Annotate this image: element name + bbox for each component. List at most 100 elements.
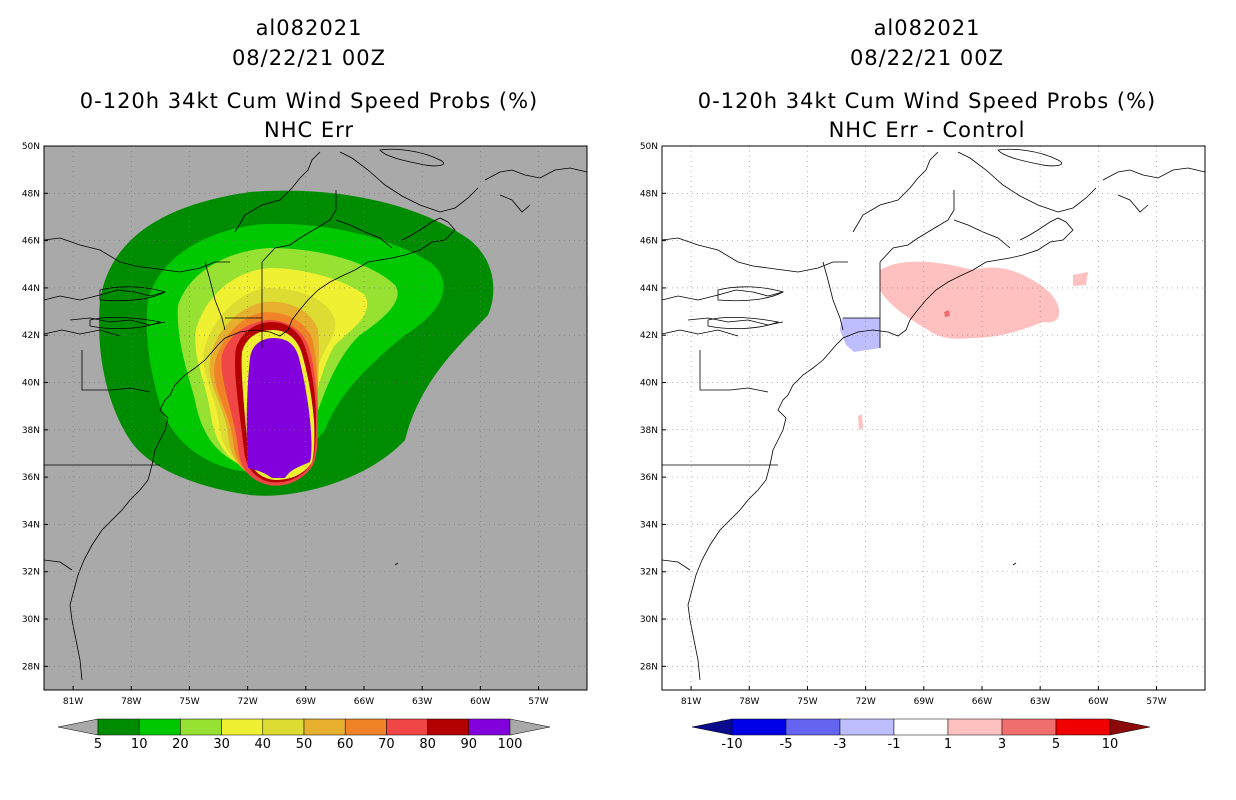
lake-outline bbox=[1012, 562, 1017, 566]
probability-contours bbox=[99, 190, 494, 496]
colorbar-over-triangle bbox=[509, 718, 551, 736]
lat-label: 38N bbox=[640, 426, 658, 436]
coastline bbox=[997, 148, 1063, 167]
colorbar-under-triangle bbox=[691, 718, 733, 736]
coastline bbox=[661, 237, 848, 273]
lat-label: 46N bbox=[22, 237, 40, 247]
coastline bbox=[234, 151, 321, 233]
right-colorbar: -10 -5 -3 -1 1 3 5 10 bbox=[691, 718, 1151, 752]
lat-label: 40N bbox=[22, 379, 40, 389]
colorbar-box bbox=[839, 718, 895, 736]
lake-outline bbox=[707, 317, 780, 330]
lon-label: 81W bbox=[63, 697, 83, 707]
coastline bbox=[953, 219, 1011, 249]
colorbar-box bbox=[893, 718, 949, 736]
colorbar-label: 3 bbox=[998, 737, 1006, 752]
colorbar-label: 50 bbox=[296, 737, 313, 752]
colorbar-box bbox=[386, 718, 428, 736]
lake-outline bbox=[89, 317, 162, 330]
colorbar-label: 30 bbox=[213, 737, 230, 752]
colorbar-label: 90 bbox=[461, 737, 478, 752]
lon-label: 66W bbox=[354, 697, 374, 707]
lat-label: 36N bbox=[22, 473, 40, 483]
colorbar-label: 80 bbox=[419, 737, 436, 752]
colorbar-box bbox=[731, 718, 787, 736]
lon-label: 75W bbox=[179, 697, 199, 707]
coastline bbox=[261, 190, 337, 263]
coastline bbox=[852, 151, 939, 233]
lon-label: 60W bbox=[1088, 697, 1108, 707]
lat-label: 32N bbox=[640, 568, 658, 578]
colorbar-label: 20 bbox=[172, 737, 189, 752]
lon-label: 69W bbox=[296, 697, 316, 707]
diff-positive-core bbox=[944, 310, 950, 317]
lat-label: 40N bbox=[640, 379, 658, 389]
coastline bbox=[379, 148, 445, 167]
coastline bbox=[661, 559, 691, 571]
right-datetime: 08/22/21 00Z bbox=[849, 46, 1005, 70]
colorbar-label: 5 bbox=[1052, 737, 1060, 752]
lon-label: 75W bbox=[797, 697, 817, 707]
lat-label: 46N bbox=[640, 237, 658, 247]
right-subtitle: NHC Err - Control bbox=[828, 118, 1026, 142]
colorbar-label: 1 bbox=[944, 737, 952, 752]
lon-label: 78W bbox=[739, 697, 759, 707]
lon-label: 60W bbox=[470, 697, 490, 707]
colorbar-label: 100 bbox=[498, 737, 523, 752]
colorbar-label: -10 bbox=[721, 737, 742, 752]
coastline bbox=[204, 261, 226, 331]
coastline bbox=[43, 559, 73, 571]
lat-label: 30N bbox=[22, 615, 40, 625]
colorbar-box bbox=[1001, 718, 1057, 736]
coastline-borders bbox=[661, 148, 1206, 681]
coastline bbox=[43, 289, 166, 301]
colorbar-label: 10 bbox=[1102, 737, 1119, 752]
left-datetime: 08/22/21 00Z bbox=[231, 46, 387, 70]
lat-label: 42N bbox=[640, 331, 658, 341]
colorbar-under-triangle bbox=[57, 718, 99, 736]
colorbar-box bbox=[1055, 718, 1111, 736]
lake-outline bbox=[394, 562, 399, 566]
lat-label: 36N bbox=[640, 473, 658, 483]
right-product-title: 0-120h 34kt Cum Wind Speed Probs (%) bbox=[697, 89, 1157, 113]
colorbar-box bbox=[468, 718, 511, 736]
lat-label: 28N bbox=[22, 662, 40, 672]
coastline bbox=[699, 350, 769, 393]
difference-contours bbox=[840, 261, 1088, 430]
gridlines bbox=[662, 145, 1205, 690]
right-map: 50N 48N 46N 44N 42N 40N 38N 36N 34N 32N 30N 28N 81W 7… bbox=[640, 142, 1206, 752]
lake-outline bbox=[717, 286, 785, 302]
colorbar-box bbox=[303, 718, 346, 736]
coastline bbox=[339, 151, 479, 213]
colorbar-box bbox=[427, 718, 470, 736]
coastline bbox=[43, 329, 121, 337]
colorbar-box bbox=[221, 718, 264, 736]
lat-label: 34N bbox=[22, 520, 40, 530]
lat-label: 30N bbox=[640, 615, 658, 625]
contour-100 bbox=[246, 338, 312, 478]
diff-positive-area bbox=[880, 261, 1060, 339]
lon-label: 69W bbox=[914, 697, 934, 707]
lat-label: 34N bbox=[640, 520, 658, 530]
right-panel: al082021 08/22/21 00Z 0-120h 34kt Cum Wi… bbox=[618, 0, 1236, 800]
colorbar-label: 60 bbox=[337, 737, 354, 752]
lon-label: 72W bbox=[855, 697, 875, 707]
colorbar-box bbox=[138, 718, 181, 736]
coastline bbox=[1102, 167, 1206, 181]
colorbar-box bbox=[785, 718, 841, 736]
map-frame bbox=[43, 145, 588, 691]
lat-label: 38N bbox=[22, 426, 40, 436]
left-product-title: 0-120h 34kt Cum Wind Speed Probs (%) bbox=[79, 89, 539, 113]
colorbar-label: -1 bbox=[888, 737, 901, 752]
gridlines bbox=[44, 145, 587, 690]
coastline bbox=[822, 261, 844, 331]
lon-label: 81W bbox=[681, 697, 701, 707]
colorbar-box bbox=[97, 718, 140, 736]
lat-label: 42N bbox=[22, 331, 40, 341]
lake-outline bbox=[99, 286, 167, 302]
lon-label: 66W bbox=[972, 697, 992, 707]
colorbar-box bbox=[262, 718, 305, 736]
colorbar-label: 10 bbox=[131, 737, 148, 752]
colorbar-label: 40 bbox=[255, 737, 272, 752]
lon-label: 63W bbox=[1030, 697, 1050, 707]
